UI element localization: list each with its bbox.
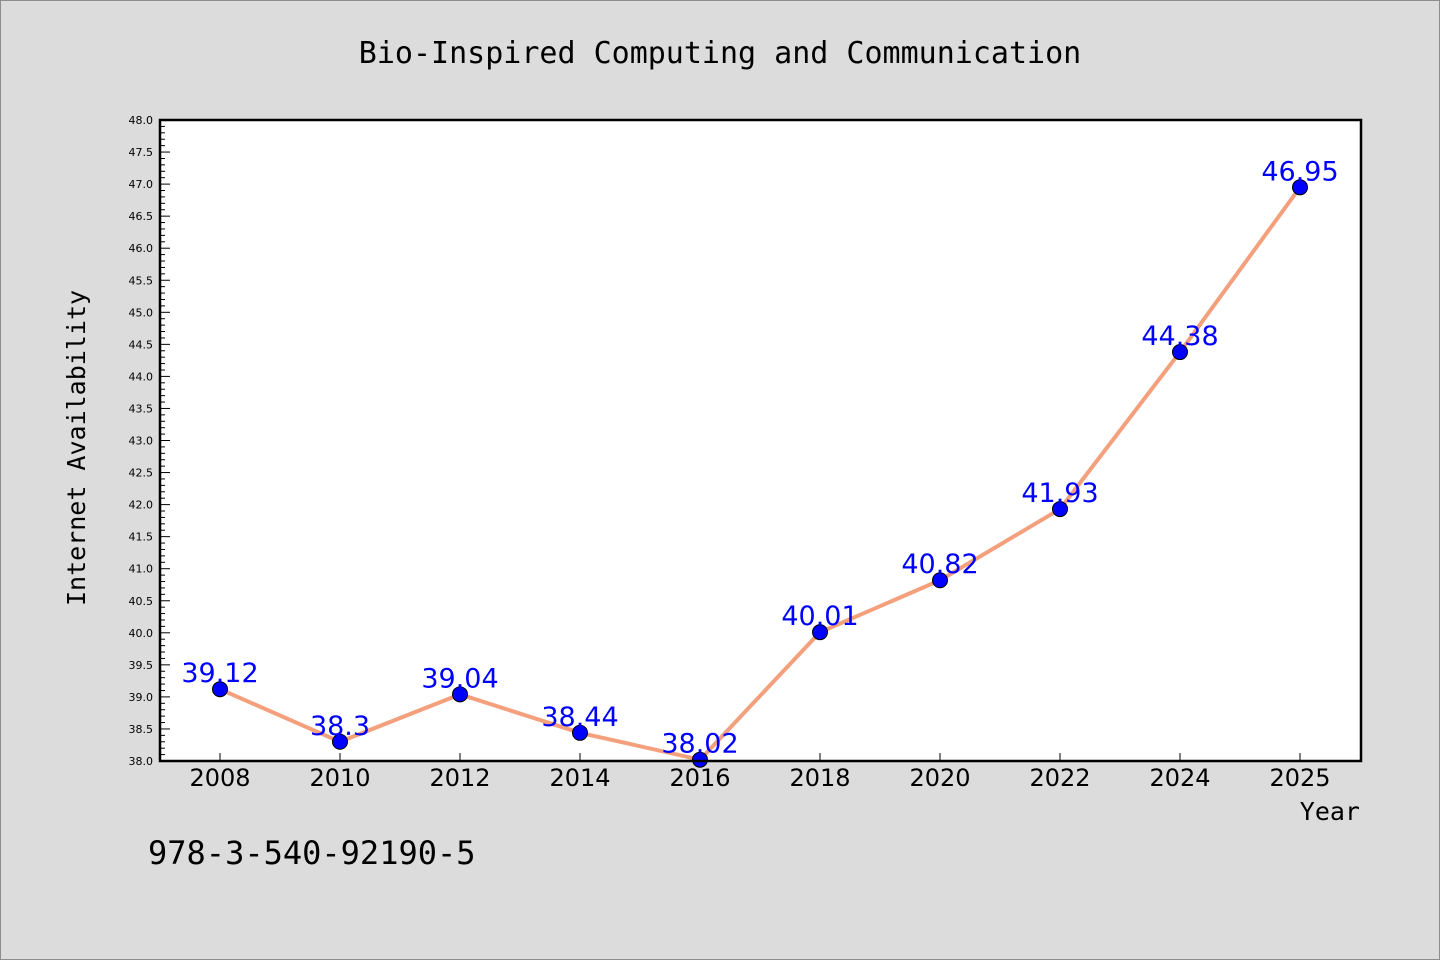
- y-tick-label: 47.0: [129, 178, 154, 191]
- data-label: 38.02: [661, 729, 738, 760]
- isbn-footnote: 978-3-540-92190-5: [148, 834, 476, 872]
- data-label: 41.93: [1021, 478, 1098, 509]
- data-point: [1052, 501, 1068, 518]
- y-axis-ticks: 38.0 38.5 39.0 39.5 40.0 40.5 41.0 41.5 42.0 42.5…: [129, 114, 170, 768]
- data-label: 46.95: [1261, 156, 1338, 187]
- y-tick-label: 40.5: [129, 595, 154, 608]
- y-tick-label: 41.5: [129, 531, 154, 544]
- plot-border: [158, 118, 1363, 763]
- x-tick-label: 2018: [789, 764, 850, 792]
- y-tick-label: 46.0: [129, 242, 154, 255]
- x-tick-label: 2008: [189, 764, 250, 792]
- y-tick-label: 39.0: [129, 691, 154, 704]
- y-tick-label: 40.0: [129, 627, 154, 640]
- data-point: [452, 686, 468, 703]
- data-markers: [212, 179, 1308, 768]
- data-point: [812, 624, 828, 641]
- x-tick-label: 2010: [309, 764, 370, 792]
- y-axis-title: Internet Availability: [62, 290, 91, 606]
- data-label: 38.44: [541, 702, 618, 733]
- y-tick-label: 44.0: [129, 370, 154, 383]
- data-labels: 39.12 38.3 39.04 38.44 38.02 40.01 40.82 41.93 4…: [181, 156, 1338, 759]
- y-tick-label: 44.5: [129, 338, 154, 351]
- data-point: [332, 733, 348, 750]
- series-lines: [218, 185, 1302, 762]
- x-axis-ticks: 2008 2010 2012 2014 2016 2018 2020 2022 2024 2025: [189, 753, 1331, 792]
- y-tick-label: 43.5: [129, 402, 154, 415]
- data-point: [1172, 344, 1188, 361]
- y-tick-label: 46.5: [129, 210, 154, 223]
- y-tick-label: 45.5: [129, 274, 154, 287]
- x-tick-label: 2025: [1269, 764, 1330, 792]
- x-tick-label: 2014: [549, 764, 610, 792]
- x-tick-label: 2020: [909, 764, 970, 792]
- x-tick-label: 2016: [669, 764, 730, 792]
- data-label: 40.01: [781, 601, 858, 632]
- data-label: 39.04: [421, 663, 498, 694]
- data-label: 38.3: [310, 711, 370, 742]
- x-axis-title: Year: [1300, 797, 1360, 826]
- y-tick-label: 38.5: [129, 723, 154, 736]
- data-label: 44.38: [1141, 321, 1218, 352]
- series-line: [218, 185, 1302, 762]
- y-tick-label: 45.0: [129, 306, 154, 319]
- y-tick-label: 43.0: [129, 435, 154, 448]
- data-label: 39.12: [181, 658, 258, 689]
- data-point: [932, 572, 948, 589]
- plot-area: [160, 120, 1361, 761]
- y-tick-label: 47.5: [129, 146, 154, 159]
- data-point: [212, 681, 228, 698]
- x-tick-label: 2022: [1029, 764, 1090, 792]
- data-label: 40.82: [901, 549, 978, 580]
- data-point: [1292, 179, 1308, 196]
- data-point: [572, 724, 588, 741]
- x-tick-label: 2024: [1149, 764, 1210, 792]
- data-point: [692, 751, 708, 768]
- y-tick-label: 41.0: [129, 563, 154, 576]
- y-tick-label: 42.5: [129, 467, 154, 480]
- x-tick-label: 2012: [429, 764, 490, 792]
- y-tick-label: 42.0: [129, 499, 154, 512]
- y-tick-label: 39.5: [129, 659, 154, 672]
- y-tick-label: 48.0: [129, 114, 154, 127]
- y-tick-label: 38.0: [129, 755, 154, 768]
- chart-title: Bio-Inspired Computing and Communication: [359, 36, 1081, 71]
